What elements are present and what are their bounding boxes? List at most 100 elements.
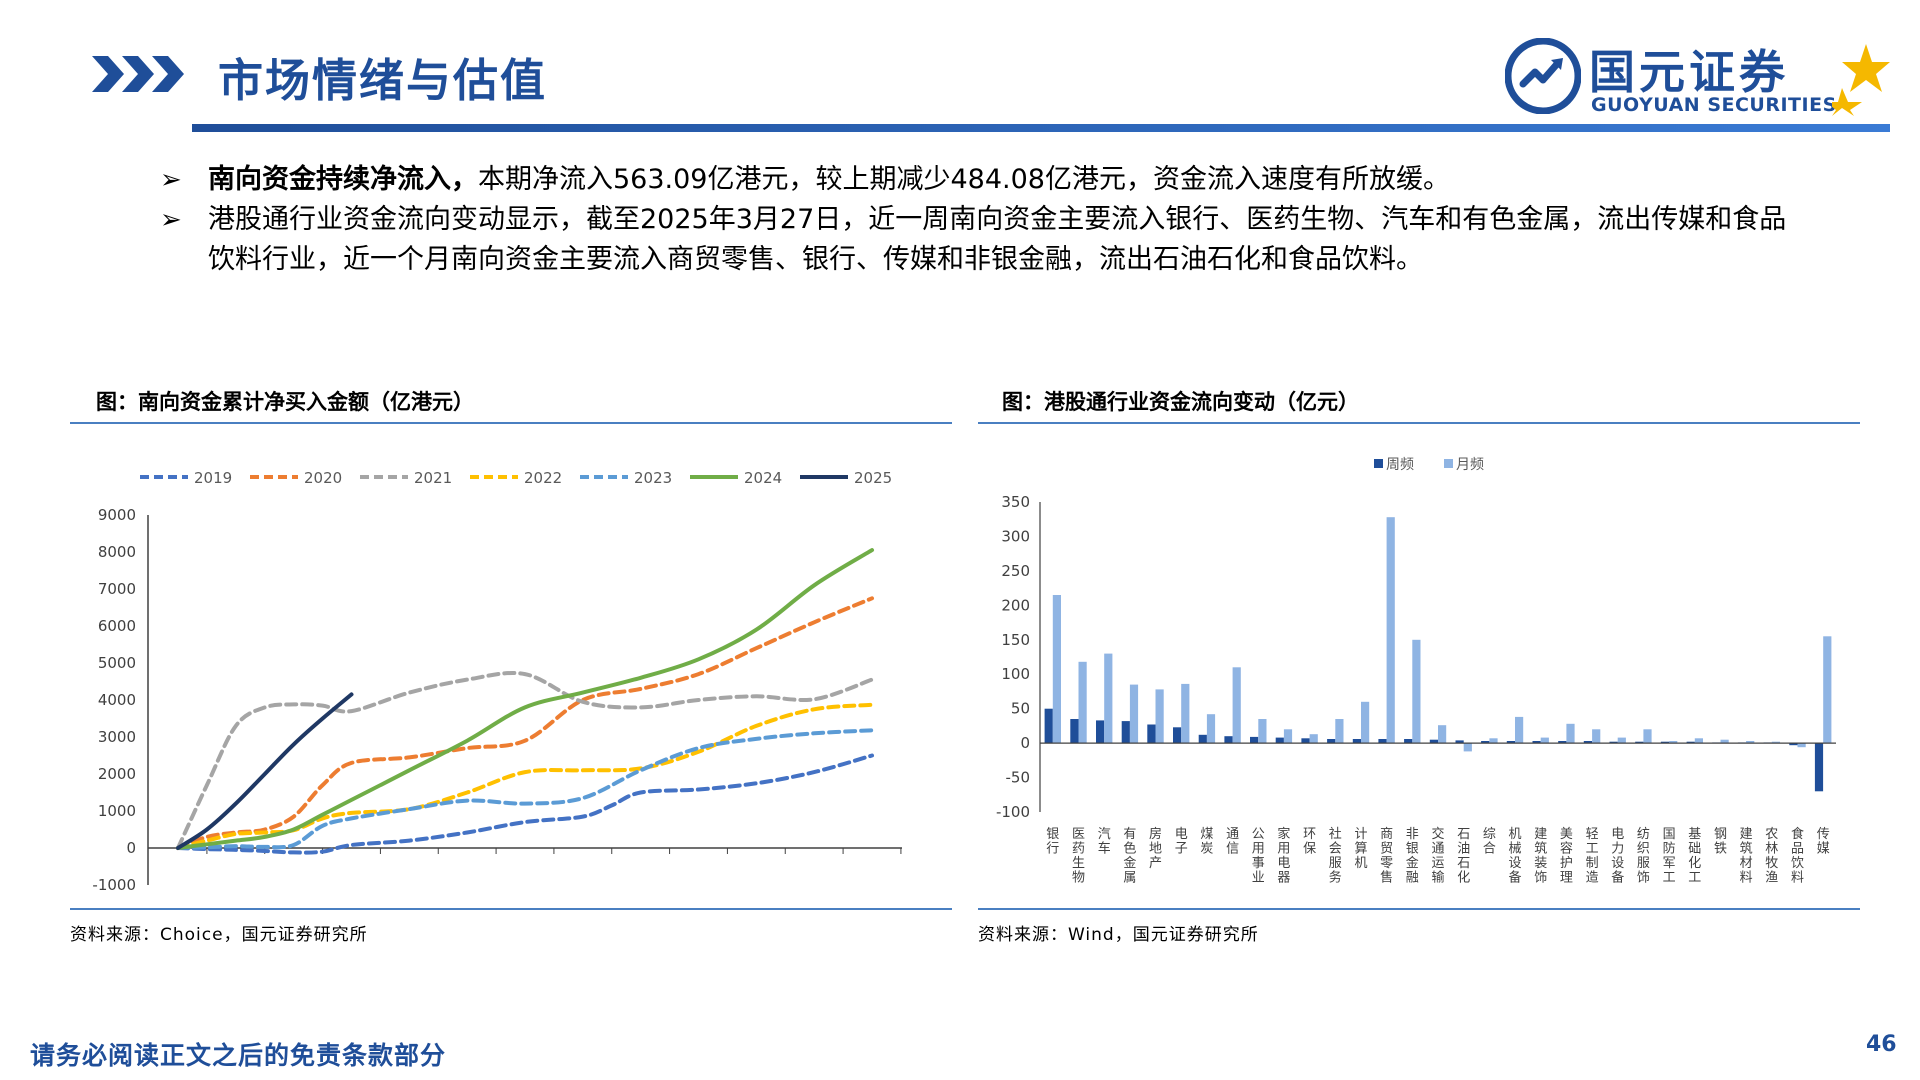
disclaimer-note: 请务必阅读正文之后的免责条款部分 (30, 1041, 447, 1070)
southbound-line-chart: 2019 2020 2021 2022 2023 2024 2025 -1000 0 1000 20… (92, 469, 902, 894)
bullet-text: 港股通行业资金流向变动显示，截至2025年3月27日，近一周南向资金主要流入银行… (208, 204, 1787, 275)
bar-月频 (1335, 719, 1344, 744)
y-tick-label: 50 (1011, 700, 1030, 718)
y-tick-label: 250 (1001, 562, 1030, 580)
x-tick-label: 计算机 (1354, 827, 1367, 871)
y-tick-label: 3000 (98, 728, 136, 746)
logo-star-icon (1832, 44, 1890, 116)
x-tick-label: 国防军工 (1663, 827, 1676, 886)
company-logo: 国元证券 GUOYUAN SECURITIES (1505, 38, 1890, 118)
x-tick-label: 基础化工 (1688, 827, 1701, 886)
right-chart-title: 图：港股通行业资金流向变动（亿元） (1002, 390, 1359, 414)
bar-周频 (1814, 743, 1824, 792)
x-tick-label: 通信 (1226, 827, 1239, 857)
legend-label: 月频 (1456, 457, 1484, 473)
bar-月频 (1232, 667, 1241, 744)
bullet-text: 本期净流入563.09亿港元，较上期减少484.08亿港元，资金流入速度有所放缓… (478, 164, 1450, 195)
bar-周频 (1660, 741, 1670, 744)
x-tick-label: 电力设备 (1611, 827, 1624, 886)
bar-周频 (1250, 736, 1259, 744)
bar-周频 (1481, 741, 1490, 744)
page-number: 46 (1866, 1032, 1897, 1057)
bar-周频 (1070, 719, 1079, 744)
bar-月频 (1155, 689, 1164, 744)
legend-label: 2025 (854, 469, 892, 487)
y-tick-label: 5000 (98, 654, 136, 672)
y-tick-label: 9000 (98, 506, 136, 524)
x-tick-label: 纺织服饰 (1637, 827, 1650, 886)
bar-月频 (1463, 743, 1472, 752)
bar-周频 (1198, 734, 1207, 744)
bar-月频 (1309, 734, 1318, 744)
logo-mark-icon (1505, 38, 1581, 114)
left-chart-top-rule (70, 422, 952, 424)
bar-周频 (1096, 720, 1105, 744)
y-tick-label: 7000 (98, 580, 136, 598)
x-tick-label: 钢铁 (1714, 827, 1727, 857)
header-rule (192, 124, 1890, 132)
y-tick-label: 2000 (98, 765, 136, 783)
series-line-2019 (176, 753, 874, 855)
summary-bullets: ➢ 南向资金持续净流入，本期净流入563.09亿港元，较上期减少484.08亿港… (160, 160, 1810, 280)
bar-月频 (1617, 737, 1626, 744)
bar-周频 (1429, 739, 1438, 744)
bar-月频 (1206, 714, 1216, 744)
bar-月频 (1823, 636, 1832, 744)
bar-周频 (1532, 741, 1541, 744)
x-tick-label: 石油石化 (1457, 827, 1470, 886)
left-chart-title: 图：南向资金累计净买入金额（亿港元） (96, 390, 474, 414)
bar-月频 (1669, 741, 1678, 744)
bullet-bold-text: 南向资金持续净流入， (208, 164, 478, 195)
bar-周频 (1686, 741, 1695, 744)
x-tick-label: 公用事业 (1252, 827, 1265, 886)
bar-月频 (1566, 723, 1575, 744)
bar-周频 (1455, 740, 1464, 744)
bar-月频 (1694, 738, 1703, 744)
bar-月频 (1720, 739, 1729, 744)
x-tick-label: 农林牧渔 (1765, 827, 1778, 886)
x-tick-label: 食品饮料 (1791, 826, 1804, 886)
x-tick-label: 机械设备 (1508, 827, 1521, 886)
bar-月频 (1129, 684, 1139, 744)
y-tick-label: -50 (1006, 769, 1031, 787)
bar-周频 (1352, 739, 1361, 744)
bar-周频 (1275, 737, 1284, 744)
bar-周频 (1173, 727, 1182, 744)
bar-月频 (1052, 595, 1061, 744)
series-line-2025 (176, 692, 354, 850)
bar-周频 (1789, 743, 1798, 746)
x-tick-label: 建筑材料 (1740, 827, 1753, 886)
bar-月频 (1515, 716, 1524, 744)
x-tick-label: 非银金融 (1406, 827, 1419, 886)
y-tick-label: 0 (126, 839, 136, 857)
y-tick-label: 4000 (98, 691, 136, 709)
x-tick-label: 社会服务 (1329, 826, 1342, 886)
right-chart-top-rule (978, 422, 1860, 424)
x-tick-label: 传媒 (1817, 827, 1830, 857)
page-title: 市场情绪与估值 (218, 54, 548, 107)
bar-周频 (1378, 739, 1387, 744)
bar-周频 (1121, 721, 1130, 744)
bar-月频 (1438, 725, 1447, 744)
y-tick-label: 300 (1001, 527, 1030, 545)
x-tick-label: 家用电器 (1277, 826, 1290, 886)
x-tick-label: 医药生物 (1072, 827, 1085, 886)
bar-月频 (1643, 729, 1652, 744)
x-tick-label: 交通运输 (1431, 826, 1444, 886)
legend-swatch (1374, 459, 1383, 468)
x-tick-label: 房地产 (1149, 826, 1162, 871)
x-tick-label: 银行 (1046, 827, 1059, 857)
bar-月频 (1283, 729, 1293, 744)
y-tick-label: 0 (1020, 734, 1030, 752)
legend-label: 2023 (634, 469, 672, 487)
legend-label: 2019 (194, 469, 232, 487)
bar-月频 (1746, 741, 1755, 744)
bar-周频 (1301, 738, 1310, 744)
right-chart-bottom-rule (978, 908, 1860, 910)
series-line-2023 (176, 728, 874, 850)
x-tick-label: 电子 (1175, 827, 1188, 857)
y-tick-label: 200 (1001, 596, 1030, 614)
bar-周频 (1635, 741, 1644, 744)
x-tick-label: 煤炭 (1200, 827, 1213, 857)
bullet-item: ➢ 南向资金持续净流入，本期净流入563.09亿港元，较上期减少484.08亿港… (160, 160, 1810, 200)
